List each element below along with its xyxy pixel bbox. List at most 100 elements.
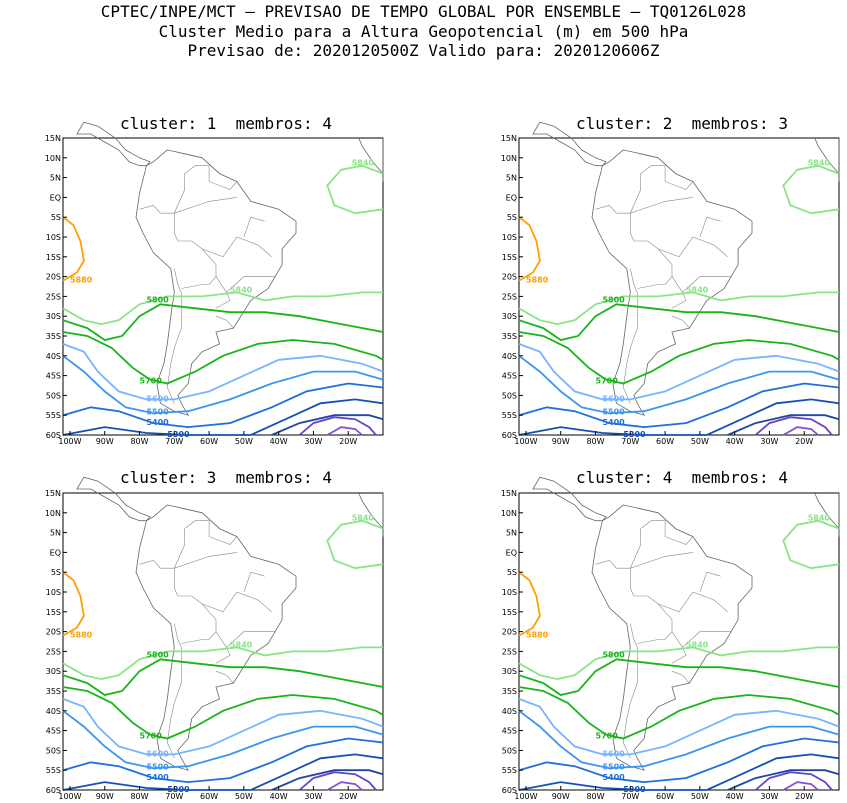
y-tick-label: 60S	[46, 431, 61, 440]
contour-label: 5500	[602, 762, 625, 771]
y-tick-label: 50S	[46, 391, 61, 400]
x-tick-label: 30W	[304, 437, 322, 446]
country-border	[139, 559, 179, 597]
y-tick-label: 55S	[502, 411, 517, 420]
y-tick-label: 40S	[46, 707, 61, 716]
contour-label: 5880	[70, 276, 93, 285]
country-border	[215, 315, 234, 329]
contour-label: 5400	[602, 418, 625, 427]
contour-label: 5600	[146, 394, 169, 403]
y-tick-label: 60S	[46, 786, 61, 795]
panel-2-title: cluster: 2 membros: 3	[576, 114, 788, 133]
x-tick-label: 50W	[235, 437, 253, 446]
x-tick-label: 40W	[270, 792, 288, 801]
contour-label: 5400	[602, 773, 625, 782]
country-border	[595, 204, 635, 242]
y-tick-label: EQ	[50, 193, 61, 202]
contour-label: 5700	[596, 732, 619, 741]
x-tick-label: 90W	[552, 792, 570, 801]
contour-line	[62, 737, 384, 784]
coastline	[814, 137, 840, 182]
x-tick-label: 40W	[270, 437, 288, 446]
country-border	[177, 240, 217, 277]
x-tick-label: 60W	[656, 792, 674, 801]
y-tick-label: 15S	[46, 608, 61, 617]
y-tick-label: 55S	[502, 766, 517, 775]
contour-line	[62, 698, 384, 756]
country-border	[637, 276, 673, 289]
y-tick-label: EQ	[50, 548, 61, 557]
contour-line	[271, 769, 384, 791]
contour-line	[326, 164, 384, 215]
contour-line	[518, 216, 541, 282]
contour-line	[518, 737, 840, 784]
x-tick-label: 30W	[760, 437, 778, 446]
country-border	[630, 197, 693, 214]
contour-line	[782, 781, 819, 791]
x-tick-label: 50W	[691, 792, 709, 801]
contour-line	[62, 331, 384, 385]
country-border	[226, 276, 276, 293]
panel-4-title: cluster: 4 membros: 4	[576, 468, 788, 487]
contour-line	[62, 658, 384, 696]
y-tick-label: 35S	[46, 332, 61, 341]
y-tick-label: 5N	[506, 174, 517, 183]
contour-label: 5500	[146, 407, 169, 416]
panel-3-title: cluster: 3 membros: 4	[120, 468, 332, 487]
contour-line	[518, 331, 840, 385]
contour-line	[62, 303, 384, 341]
country-border	[181, 631, 217, 644]
country-border	[226, 631, 276, 648]
country-border	[657, 591, 728, 613]
x-tick-label: 100W	[58, 792, 81, 801]
contour-line	[518, 291, 839, 326]
map-frame	[518, 492, 840, 791]
contour-line	[62, 355, 384, 415]
x-tick-label: 90W	[552, 437, 570, 446]
x-tick-label: 60W	[656, 437, 674, 446]
contour-line	[727, 414, 840, 436]
contour-line	[727, 769, 840, 791]
map-panel-2: 5880 5840 5800 5700 5600 5500 5400 5300 5840 100W…	[501, 121, 840, 446]
contour-line	[518, 343, 840, 401]
y-tick-label: 15N	[45, 134, 61, 143]
contour-label: 5880	[526, 631, 549, 640]
country-border	[215, 670, 234, 684]
y-tick-label: 5S	[507, 568, 517, 577]
contour-label: 5840	[230, 640, 253, 649]
coastline	[814, 492, 840, 537]
x-tick-label: 100W	[514, 792, 537, 801]
contour-label: 5840	[808, 514, 831, 523]
y-tick-label: EQ	[506, 193, 517, 202]
y-tick-label: 10N	[45, 154, 61, 163]
country-border	[201, 591, 272, 613]
contour-line	[62, 398, 384, 436]
country-border	[664, 165, 694, 190]
country-border	[595, 559, 635, 597]
country-border	[633, 240, 673, 277]
contour-line	[754, 771, 833, 791]
country-border	[682, 631, 732, 648]
y-tick-label: 15S	[46, 253, 61, 262]
country-border	[657, 236, 728, 258]
country-border	[208, 165, 238, 190]
y-tick-label: 20S	[502, 628, 517, 637]
figure-dates: Previsao de: 2020120500Z Valido para: 20…	[187, 41, 660, 60]
y-tick-label: 40S	[502, 352, 517, 361]
contour-line	[326, 519, 384, 570]
figure-subtitle: Cluster Medio para a Altura Geopotencial…	[158, 22, 689, 41]
y-tick-label: 30S	[502, 312, 517, 321]
y-tick-label: 5N	[50, 529, 61, 538]
y-tick-label: EQ	[506, 548, 517, 557]
contour-label: 5880	[526, 276, 549, 285]
y-tick-label: 15N	[501, 134, 517, 143]
x-tick-label: 90W	[96, 437, 114, 446]
contour-line	[62, 686, 384, 740]
y-tick-label: 10N	[501, 154, 517, 163]
x-tick-label: 20W	[339, 792, 357, 801]
y-tick-label: 5S	[507, 213, 517, 222]
x-tick-label: 50W	[235, 792, 253, 801]
contour-label: 5840	[808, 159, 831, 168]
x-tick-label: 30W	[760, 792, 778, 801]
contour-label: 5700	[140, 377, 163, 386]
